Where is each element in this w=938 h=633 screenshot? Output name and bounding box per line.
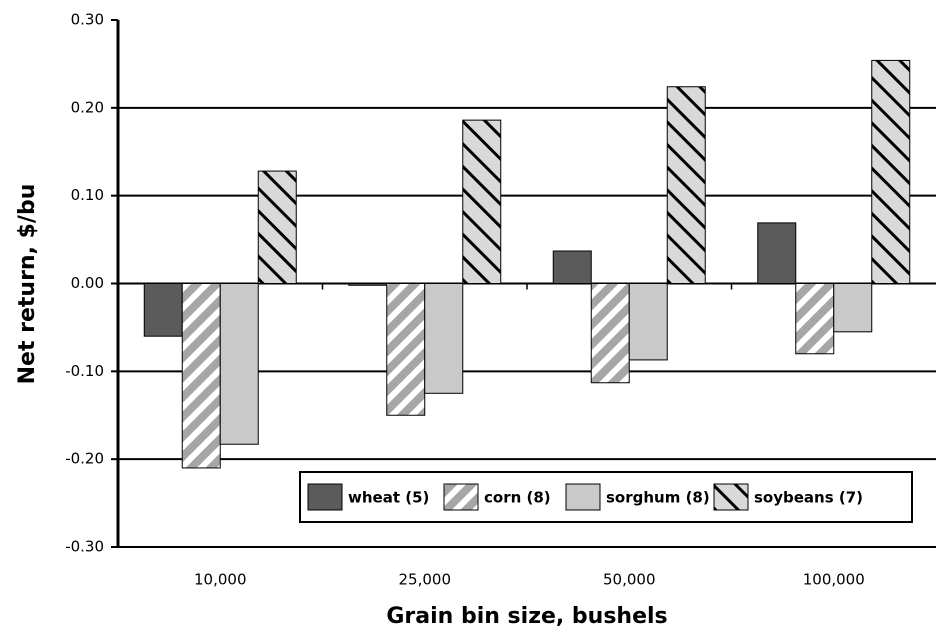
bar [181, 283, 221, 469]
y-axis-title: Net return, $/bu [15, 184, 40, 385]
bar [666, 86, 706, 285]
bar [795, 283, 835, 355]
bar [552, 250, 592, 284]
legend-box [299, 471, 913, 523]
y-tick-label: 0.00 [71, 274, 104, 292]
bar [143, 283, 183, 337]
legend-label: sorghum (8) [606, 489, 710, 507]
y-tick-label: 0.20 [71, 98, 104, 116]
legend-swatch [713, 483, 749, 511]
x-axis-title: Grain bin size, bushels [386, 604, 667, 629]
y-tick-label: -0.10 [65, 362, 104, 380]
bar [219, 283, 259, 445]
bar [590, 283, 630, 384]
legend-label: soybeans (7) [754, 489, 863, 507]
legend-swatch [307, 483, 343, 511]
bar [424, 283, 464, 394]
x-tick-label: 50,000 [603, 571, 656, 589]
y-tick-label: 0.10 [71, 186, 104, 204]
bar [833, 283, 873, 333]
bar [462, 119, 502, 284]
bar [628, 283, 668, 361]
legend-label: corn (8) [484, 489, 551, 507]
bar [757, 222, 797, 285]
y-tick-label: -0.20 [65, 450, 104, 468]
legend-label: wheat (5) [348, 489, 429, 507]
bar [348, 283, 388, 286]
y-tick-label: 0.30 [71, 11, 104, 29]
bar [386, 283, 426, 416]
bar [871, 59, 911, 284]
legend-swatch [443, 483, 479, 511]
y-tick-label: -0.30 [65, 538, 104, 556]
x-tick-label: 10,000 [194, 571, 247, 589]
legend-swatch [565, 483, 601, 511]
bar [257, 170, 297, 284]
x-tick-label: 25,000 [399, 571, 452, 589]
x-tick-label: 100,000 [803, 571, 865, 589]
